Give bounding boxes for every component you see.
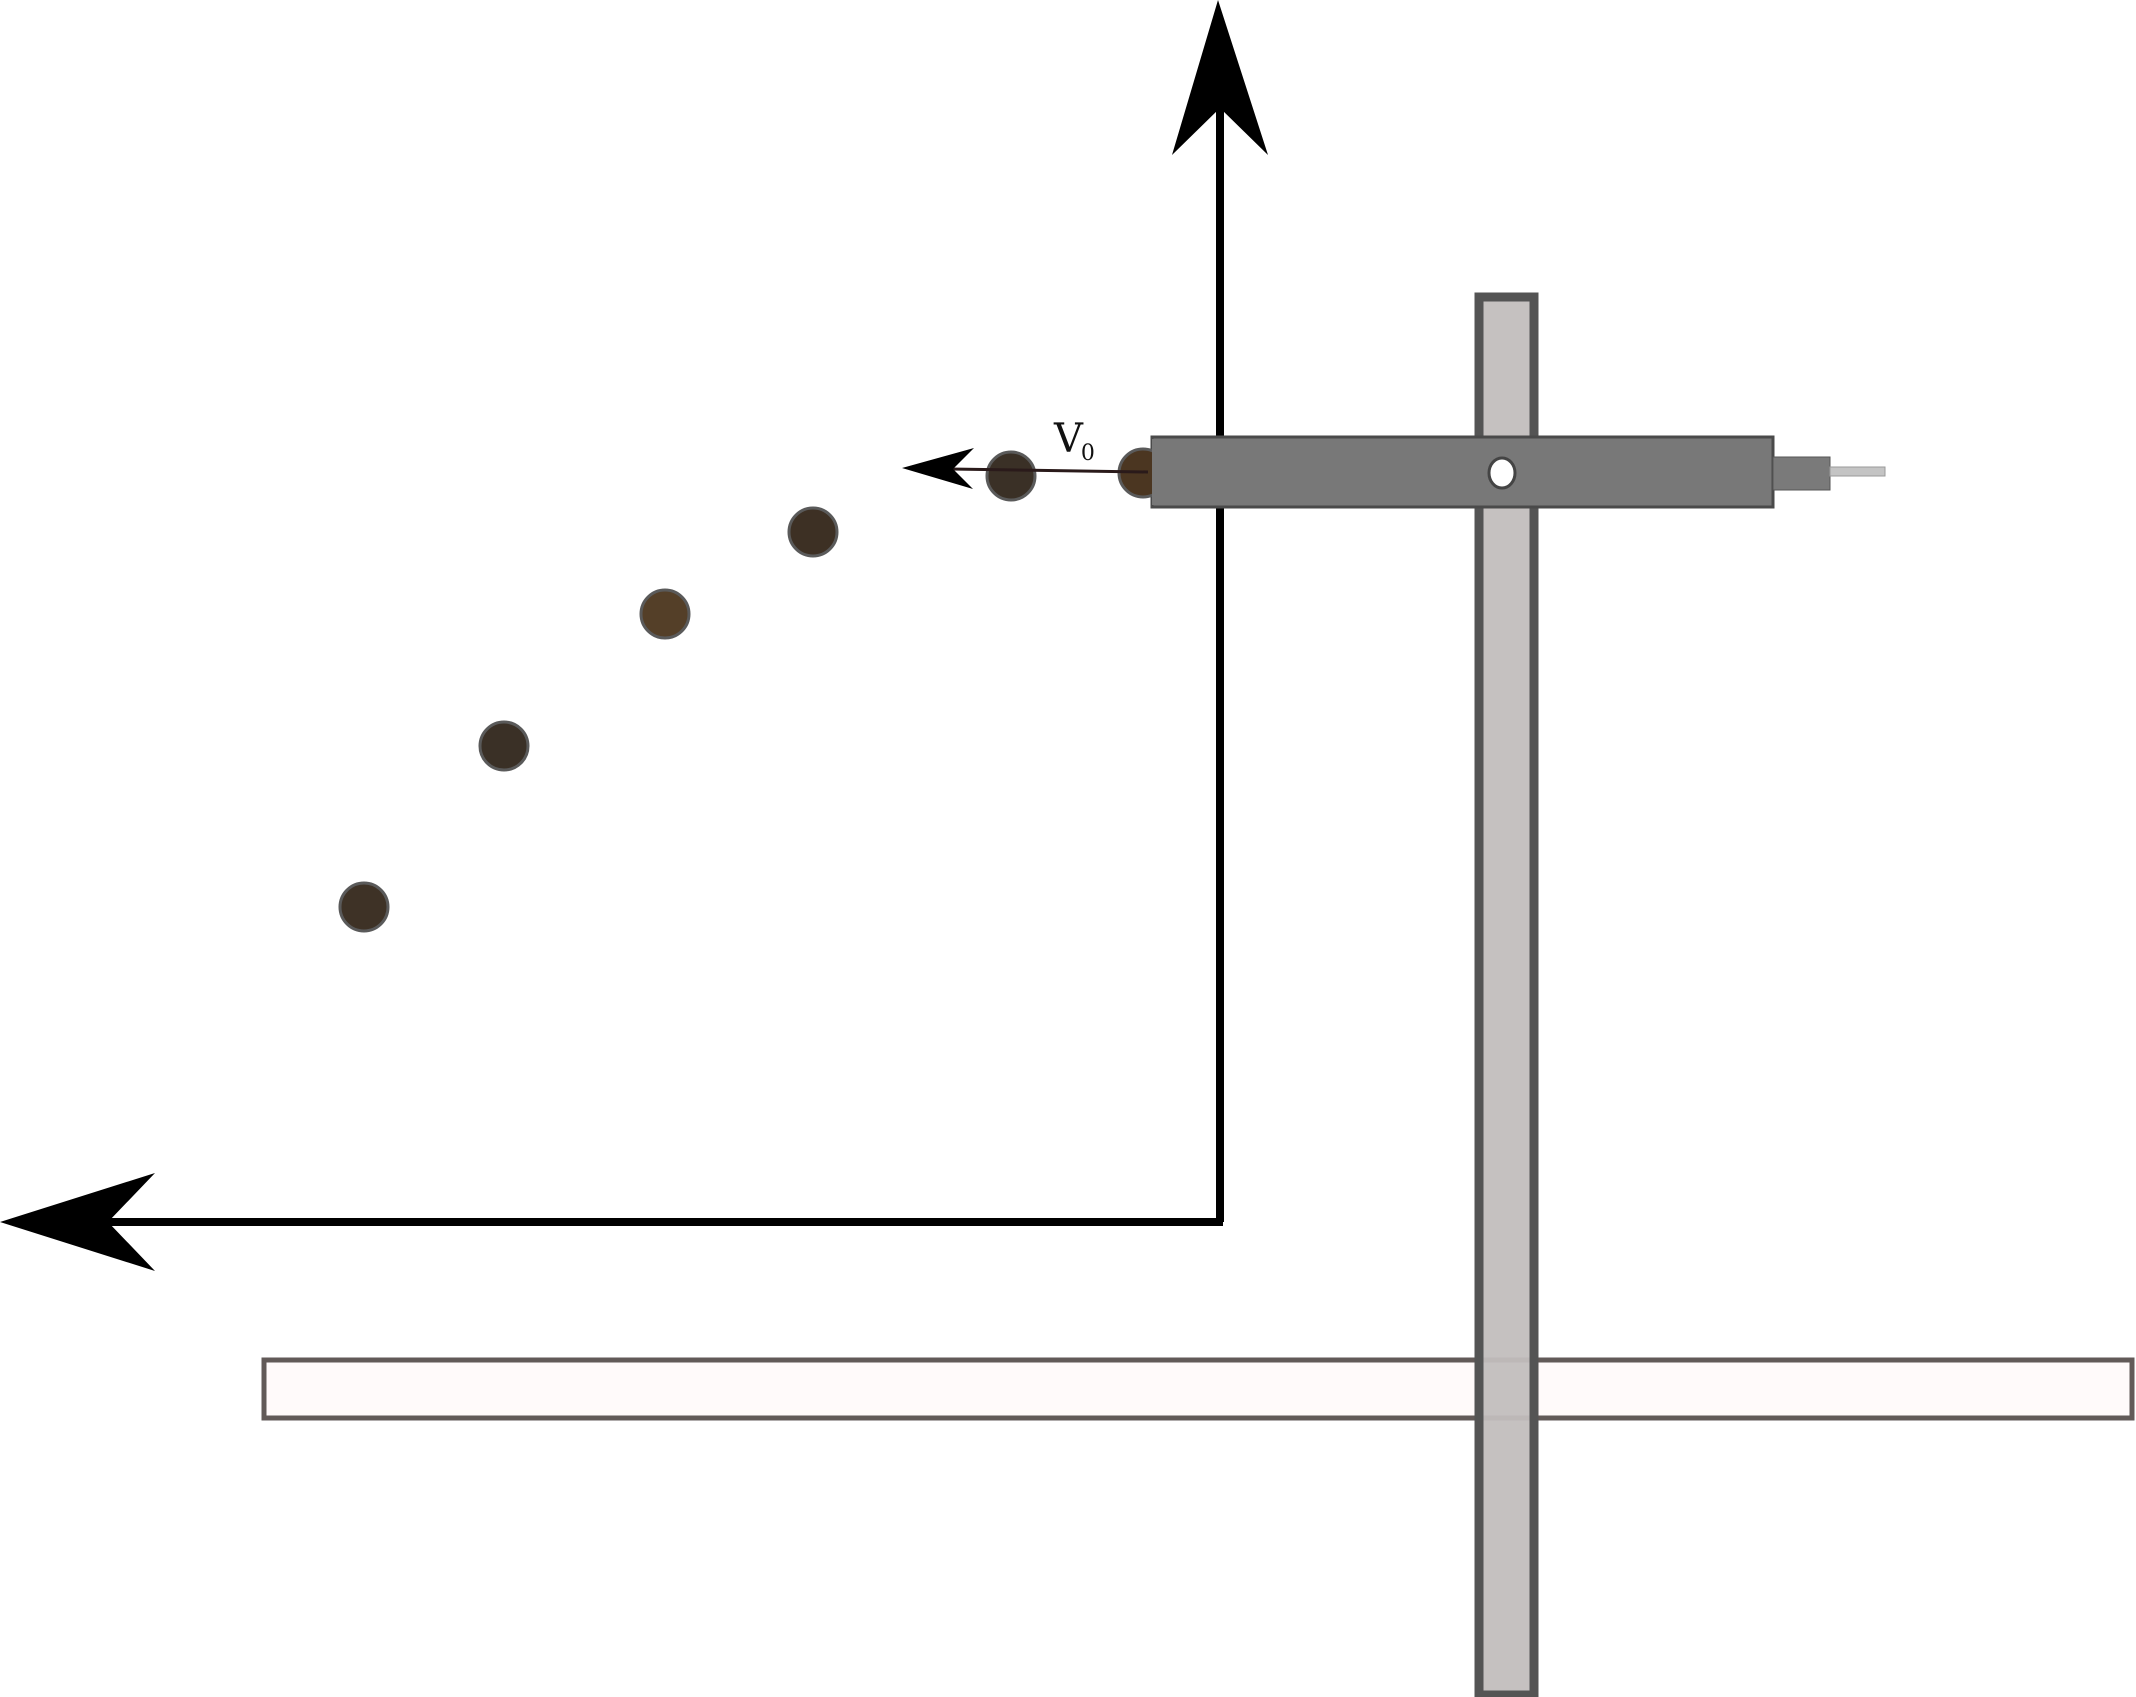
trajectory-ball bbox=[985, 450, 1037, 502]
velocity-label-subscript: 0 bbox=[1081, 441, 1095, 466]
launcher-barrel bbox=[1150, 435, 1775, 509]
velocity-label-main: V bbox=[1053, 416, 1084, 462]
launcher-pivot-icon bbox=[1487, 456, 1517, 490]
trajectory-ball bbox=[639, 588, 691, 640]
launcher-rear-cap bbox=[1772, 456, 1831, 491]
velocity-vector-line bbox=[949, 467, 1149, 474]
stand-post bbox=[1474, 292, 1539, 1697]
velocity-vector-arrowhead bbox=[902, 448, 974, 489]
trajectory-ball bbox=[338, 881, 390, 933]
floor-plank bbox=[261, 1357, 2135, 1421]
trajectory-ball bbox=[478, 720, 530, 772]
x-axis-arrowhead bbox=[0, 1173, 155, 1271]
velocity-label: V0 bbox=[1053, 416, 1095, 466]
launcher-plunger-rod bbox=[1829, 466, 1886, 477]
y-axis-arrowhead bbox=[1172, 0, 1268, 155]
trajectory-ball bbox=[787, 506, 839, 558]
